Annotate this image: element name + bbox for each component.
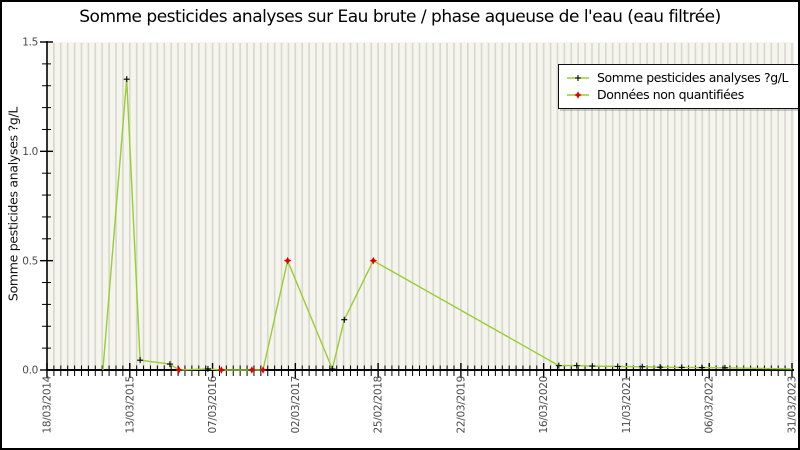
non-quantified-point-marker (248, 366, 256, 374)
y-tick-label: 1.0 (22, 146, 38, 158)
quantified-point-marker (657, 364, 664, 371)
x-tick-label: 22/03/2019 (455, 376, 467, 434)
quantified-point-marker (329, 365, 336, 372)
quantified-point-marker (698, 364, 705, 371)
y-tick-label: 0.0 (22, 365, 38, 377)
y-tick-label: 1.5 (22, 37, 38, 49)
legend-item-donnees-non-quantifiees: Données non quantifiées (565, 86, 788, 103)
quantified-point-marker (614, 363, 621, 370)
legend: Somme pesticides analyses ?g/L Données n… (558, 64, 798, 109)
x-tick-label: 02/03/2017 (290, 376, 302, 434)
non-quantified-point-marker (175, 366, 183, 374)
x-tick-label: 18/03/2014 (42, 375, 54, 433)
quantified-point-marker (166, 361, 173, 368)
quantified-point-marker (589, 363, 596, 370)
x-tick-label: 13/03/2015 (124, 376, 136, 434)
x-tick-label: 07/03/2016 (207, 375, 219, 433)
y-axis-title: Somme pesticides analyses ?g/L (5, 106, 21, 302)
x-tick-label: 06/03/2022 (704, 376, 716, 434)
legend-label: Somme pesticides analyses ?g/L (597, 70, 789, 85)
chart-title: Somme pesticides analyses sur Eau brute … (79, 7, 721, 27)
legend-item-somme-pesticides: Somme pesticides analyses ?g/L (565, 69, 789, 86)
legend-label: Données non quantifiées (597, 87, 744, 102)
quantified-point-marker (555, 362, 562, 369)
non-quantified-point-marker (259, 366, 267, 374)
non-quantified-point-marker (283, 256, 292, 265)
non-quantified-point-marker (369, 256, 378, 265)
quantified-point-marker (639, 363, 646, 370)
quantified-sample-icon (567, 74, 589, 81)
quantified-point-marker (123, 76, 130, 83)
x-tick-label: 25/02/2018 (373, 376, 385, 434)
non-quantified-sample-icon (567, 90, 589, 99)
x-tick-label: 16/03/2020 (538, 376, 550, 434)
x-tick-label: 11/03/2021 (621, 376, 633, 434)
x-tick-label: 31/03/2023 (787, 376, 799, 434)
quantified-point-marker (573, 362, 580, 369)
quantified-point-marker (137, 357, 144, 364)
y-tick-label: 0.5 (22, 255, 38, 267)
quantified-point-marker (721, 364, 728, 371)
quantified-point-marker (341, 316, 348, 323)
quantified-point-marker (204, 365, 211, 372)
quantified-point-marker (678, 364, 685, 371)
non-quantified-point-marker (217, 366, 226, 374)
